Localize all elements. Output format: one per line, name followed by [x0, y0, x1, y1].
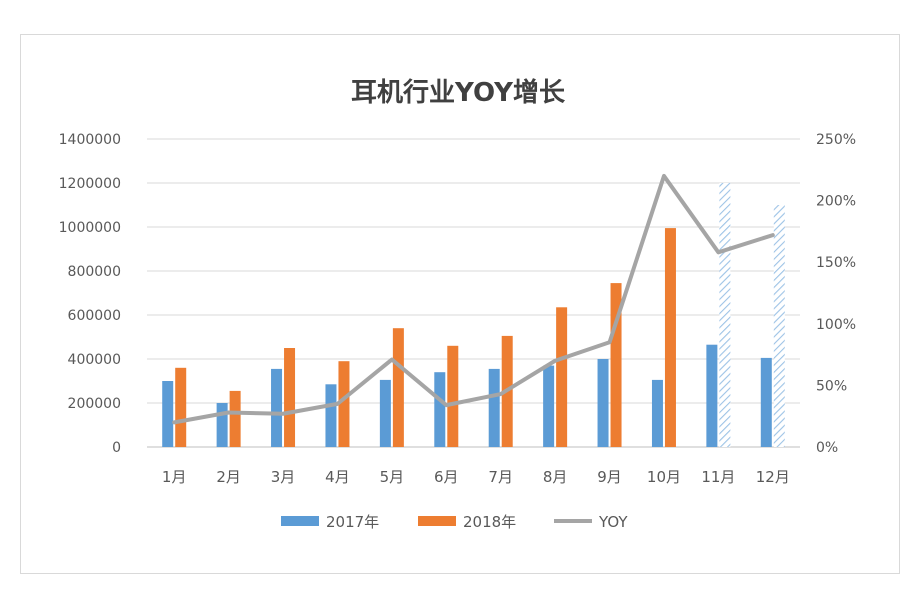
bar-2017 [162, 381, 174, 447]
category-label: 7月 [488, 468, 513, 486]
left-tick-label: 0 [112, 440, 121, 456]
right-tick-label: 100% [816, 317, 856, 333]
right-tick-label: 250% [816, 132, 856, 148]
category-label: 5月 [380, 468, 405, 486]
bar-2018 [284, 348, 296, 447]
right-tick-label: 50% [816, 378, 847, 394]
chart-title: 耳机行业YOY增长 [351, 77, 566, 108]
bar-2017 [706, 344, 718, 447]
left-tick-label: 1000000 [59, 220, 121, 236]
right-axis-ticks: 0% 50% 100% 150% 200% 250% [816, 132, 856, 456]
category-label: 1月 [162, 468, 187, 486]
left-tick-label: 1200000 [59, 176, 121, 192]
left-axis-ticks: 0 200000 400000 600000 800000 1000000 1200000 1… [59, 132, 121, 456]
bar-2017 [325, 384, 337, 447]
legend-label: YOY [598, 513, 628, 531]
yoy-line-path [172, 173, 775, 425]
left-tick-label: 200000 [68, 396, 121, 412]
left-tick-label: 600000 [68, 308, 121, 324]
category-label: 12月 [756, 468, 790, 486]
bar-2017 [597, 359, 609, 447]
category-label: 10月 [647, 468, 681, 486]
legend: 2017年 2018年 YOY [281, 513, 628, 531]
right-tick-label: 150% [816, 255, 856, 271]
bar-2018 [610, 283, 622, 447]
gridlines [147, 138, 800, 448]
bar-2017 [488, 368, 500, 447]
bar-2017 [651, 379, 663, 447]
category-label: 11月 [701, 468, 735, 486]
chart-frame [20, 34, 900, 574]
bar-2017 [379, 379, 391, 447]
bar-2018 [392, 328, 404, 447]
bar-2017 [271, 368, 283, 447]
bar-2018 [175, 367, 187, 447]
category-label: 3月 [271, 468, 296, 486]
right-tick-label: 0% [816, 440, 838, 456]
bar-2018 [556, 307, 568, 447]
legend-label: 2018年 [463, 513, 516, 531]
category-label: 6月 [434, 468, 459, 486]
bar-2018 [664, 228, 676, 447]
bar-2018 [338, 361, 350, 447]
bars [162, 183, 785, 447]
left-tick-label: 1400000 [59, 132, 121, 148]
category-label: 2月 [216, 468, 241, 486]
bar-2018 [447, 345, 459, 447]
bar-2017 [543, 365, 555, 447]
category-label: 8月 [543, 468, 568, 486]
right-tick-label: 200% [816, 194, 856, 210]
bar-2017 [434, 372, 446, 447]
yoy-line [172, 173, 775, 425]
bar-2017 [216, 403, 228, 447]
bar-2018-forecast [773, 205, 785, 447]
category-label: 4月 [325, 468, 350, 486]
legend-swatch [281, 516, 319, 526]
bar-2018 [229, 390, 241, 447]
legend-label: 2017年 [326, 513, 379, 531]
bar-2018-forecast [719, 183, 731, 447]
legend-swatch [418, 516, 456, 526]
category-label: 9月 [597, 468, 622, 486]
left-tick-label: 400000 [68, 352, 121, 368]
bar-2017 [760, 357, 772, 447]
left-tick-label: 800000 [68, 264, 121, 280]
category-labels: 1月 2月 3月 4月 5月 6月 7月 8月 9月 10月 11月 12月 [162, 468, 790, 486]
